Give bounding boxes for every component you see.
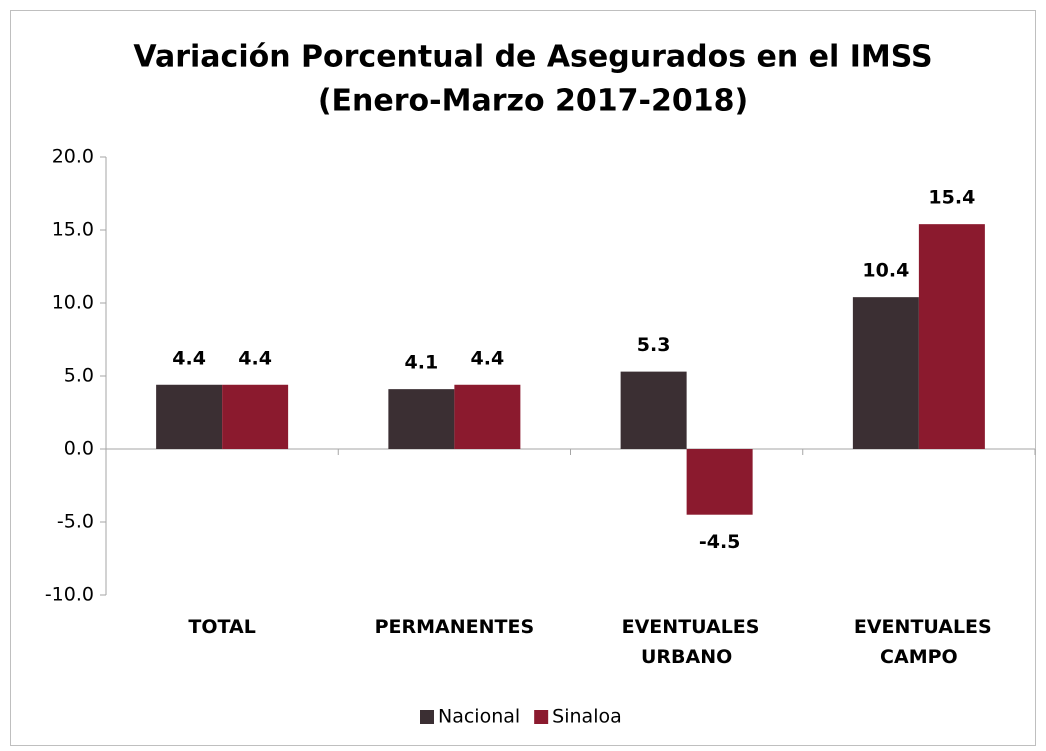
- data-label: 5.3: [637, 334, 671, 356]
- data-label: 4.1: [405, 352, 439, 374]
- data-label: 15.4: [928, 187, 975, 209]
- bar: [686, 449, 753, 515]
- chart-subtitle: (Enero-Marzo 2017-2018): [318, 84, 748, 119]
- bar: [388, 389, 455, 449]
- x-tick-label: EVENTUALES CAMPO: [853, 616, 992, 668]
- y-tick-label: 5.0: [64, 365, 94, 387]
- legend-swatch: [534, 710, 549, 724]
- bar: [918, 224, 985, 449]
- bar: [222, 384, 289, 449]
- x-tick-label: EVENTUALES URBANO: [621, 616, 760, 668]
- data-label: 4.4: [238, 347, 272, 369]
- bar: [620, 371, 687, 449]
- bar: [156, 384, 223, 449]
- legend-label: Sinaloa: [552, 706, 622, 728]
- y-tick-label: 10.0: [52, 292, 94, 314]
- chart-border: [10, 10, 1036, 746]
- bar: [454, 384, 521, 449]
- y-tick-label: 20.0: [52, 146, 94, 168]
- legend-swatch: [420, 710, 434, 724]
- y-tick-label: -10.0: [45, 584, 94, 606]
- y-tick-label: 0.0: [64, 438, 94, 460]
- data-label: -4.5: [699, 531, 741, 553]
- data-label: 10.4: [862, 260, 909, 282]
- legend-label: Nacional: [438, 706, 520, 728]
- y-tick-label: 15.0: [52, 219, 94, 241]
- data-label: 4.4: [172, 347, 206, 369]
- y-tick-label: -5.0: [57, 511, 94, 533]
- data-label: 4.4: [471, 347, 505, 369]
- bar: [852, 297, 919, 449]
- x-tick-label: TOTAL: [188, 616, 256, 638]
- x-tick-label: PERMANENTES: [374, 616, 535, 638]
- chart-title: Variación Porcentual de Asegurados en el…: [133, 40, 932, 75]
